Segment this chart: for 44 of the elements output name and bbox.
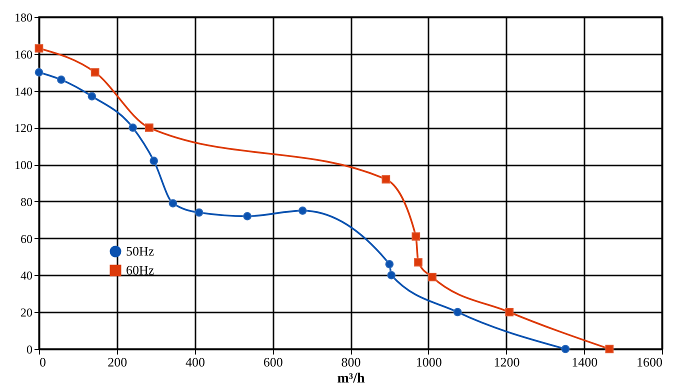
x-tick-label: 800 bbox=[341, 354, 361, 370]
point bbox=[86, 91, 98, 102]
point bbox=[410, 231, 422, 242]
point bbox=[56, 74, 66, 85]
x-tick-label: 200 bbox=[108, 354, 128, 370]
y-tick-label: 140 bbox=[14, 84, 32, 98]
point bbox=[560, 344, 571, 354]
y-tick-label: 60 bbox=[20, 232, 32, 246]
point bbox=[297, 205, 308, 216]
point bbox=[242, 211, 252, 222]
x-tick-label: 1200 bbox=[494, 354, 520, 370]
y-tick-label: 100 bbox=[14, 158, 32, 172]
y-tick-label: 160 bbox=[14, 47, 32, 62]
point bbox=[90, 67, 100, 78]
legend-label: 60Hz bbox=[126, 262, 154, 278]
point bbox=[128, 122, 138, 133]
point bbox=[148, 156, 160, 166]
point bbox=[413, 257, 424, 268]
x-axis-title: m³/h bbox=[337, 372, 365, 386]
y-tick-label: 120 bbox=[14, 121, 32, 136]
x-tick-label: 0 bbox=[40, 354, 46, 370]
point bbox=[386, 270, 397, 280]
point bbox=[452, 306, 463, 318]
point bbox=[144, 122, 154, 133]
point bbox=[604, 344, 615, 354]
y-tick-label: 20 bbox=[20, 306, 32, 320]
point bbox=[384, 258, 395, 270]
x-tick-label: 1400 bbox=[572, 354, 598, 370]
point bbox=[168, 198, 178, 208]
point bbox=[380, 174, 392, 184]
y-tick-label: 180 bbox=[14, 10, 32, 24]
x-tick-label: 600 bbox=[263, 354, 283, 370]
x-tick-label: 1600 bbox=[636, 354, 662, 370]
point bbox=[427, 272, 438, 282]
legend-label: 50Hz bbox=[126, 244, 154, 258]
point bbox=[194, 207, 204, 218]
point bbox=[504, 306, 515, 318]
point bbox=[34, 43, 44, 54]
x-tick-label: 1000 bbox=[416, 354, 442, 370]
y-tick-label: 80 bbox=[20, 194, 32, 209]
x-tick-label: 400 bbox=[186, 354, 205, 370]
point bbox=[34, 67, 44, 78]
y-tick-label: 0 bbox=[26, 342, 32, 356]
y-tick-label: 40 bbox=[20, 268, 32, 283]
